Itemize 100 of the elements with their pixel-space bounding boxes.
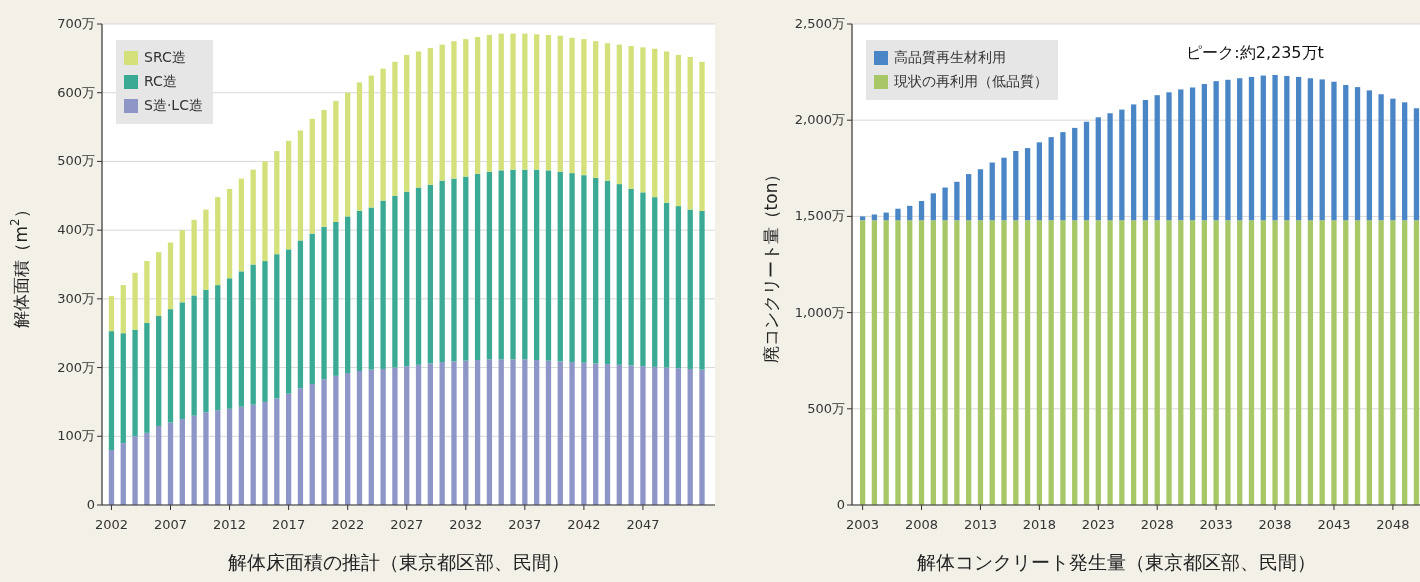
bar [215,285,221,411]
bar [1178,89,1184,221]
bar [427,184,434,364]
bar [215,410,221,505]
bar [1189,220,1196,505]
bar [1013,150,1019,221]
bar [226,408,233,505]
bar [451,41,457,179]
bar [439,362,445,505]
y-tick-label: 500万 [57,152,95,168]
x-tick-label: 2048 [1376,516,1410,532]
bar [191,219,197,296]
bar [156,316,162,426]
bar [1189,87,1196,221]
x-tick-label: 2047 [626,516,660,532]
bar [533,34,540,170]
bar [593,363,599,505]
bar [616,364,622,505]
bar [604,43,611,181]
bar [380,368,386,505]
bar [1072,127,1078,221]
bar [120,285,126,334]
y-tick-label: 700万 [57,15,95,31]
bar [463,39,469,177]
bar [274,398,280,505]
bar [392,367,398,505]
bar [977,169,984,221]
bar [1284,220,1290,505]
bar [510,33,516,170]
bar [250,264,256,405]
bar [687,209,693,369]
bar [1366,90,1372,221]
bar [616,184,622,365]
bar [1142,220,1149,505]
bar [699,369,705,505]
bar [1319,79,1325,221]
x-tick-label: 2042 [567,516,601,532]
bar [616,44,622,185]
y-tick-label: 1,500万 [794,207,845,223]
bar [510,359,516,505]
bar [203,289,209,413]
bar [309,233,315,385]
bar [687,56,693,210]
x-tick-label: 2037 [508,516,542,532]
bar [486,171,493,360]
bar [1001,220,1007,505]
bar [1354,220,1361,505]
bar [451,361,457,505]
bar [144,261,150,323]
bar [557,35,563,172]
x-tick-label: 2012 [213,516,247,532]
bar [1178,220,1184,505]
bar [1248,76,1255,221]
bar [451,178,457,362]
x-tick-label: 2038 [1258,516,1292,532]
bar [285,140,292,250]
bar [675,206,682,369]
bar [167,309,174,423]
bar [427,363,434,505]
bar [522,33,528,170]
bar [989,220,995,505]
bar [1213,81,1219,221]
bar [557,171,563,362]
bar [1237,78,1243,221]
bar [167,242,174,310]
bar [628,45,634,189]
x-tick-label: 2032 [449,516,483,532]
bar [1319,220,1325,505]
x-tick-label: 2003 [846,516,880,532]
bar [569,362,575,505]
bar [356,82,363,211]
bar [262,161,268,262]
bar [1237,220,1243,505]
bar [557,361,563,505]
bar [226,188,233,279]
bar [215,197,221,286]
bar [1072,220,1078,505]
bar [415,187,422,365]
bar [593,41,599,178]
bar [120,443,126,505]
bar [1213,220,1219,505]
bar [463,176,469,361]
x-tick-label: 2027 [390,516,424,532]
bar [1295,220,1302,505]
bar [1001,157,1007,221]
bar [191,415,197,505]
bar [522,169,528,360]
bar [1166,92,1172,221]
bar [439,180,445,363]
bar [859,220,866,505]
bar [1390,220,1396,505]
bar [966,220,972,505]
bar [533,169,540,361]
bar [652,48,658,198]
bar [474,37,481,174]
legend-label: SRC造 [144,49,186,65]
bar [942,187,948,221]
bar [1107,113,1113,221]
bar [274,254,280,399]
bar [1413,108,1420,221]
